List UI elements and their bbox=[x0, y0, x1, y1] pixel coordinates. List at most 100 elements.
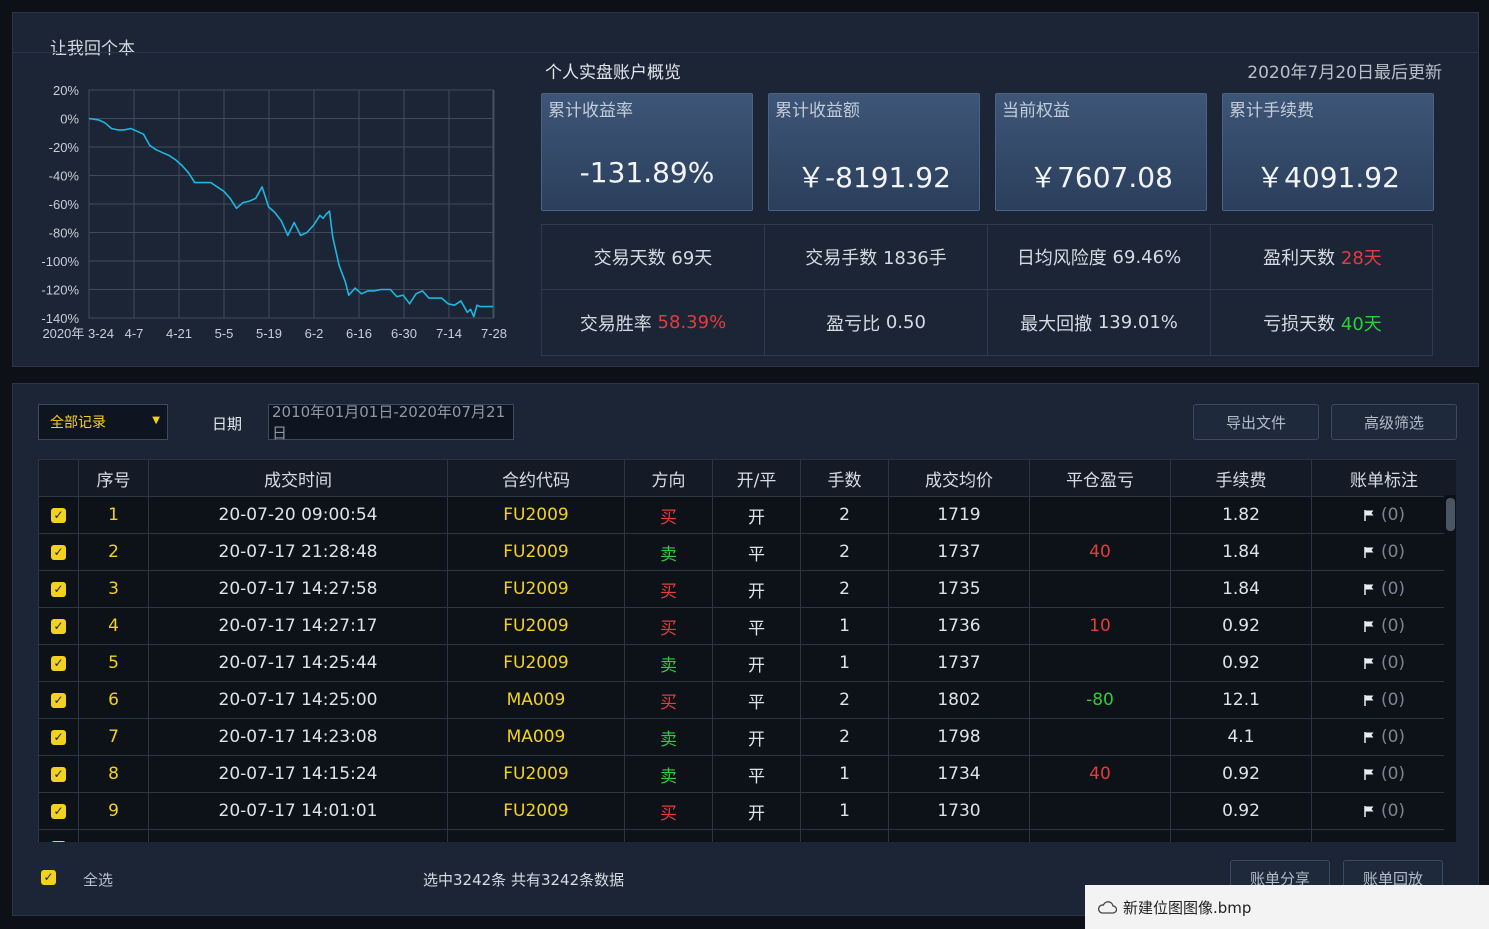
cell-note[interactable]: (0) bbox=[1311, 607, 1456, 645]
advanced-filter-button[interactable]: 高级筛选 bbox=[1331, 404, 1457, 440]
select-all-label: 全选 bbox=[83, 871, 114, 889]
header-pnl[interactable]: 平仓盈亏 bbox=[1029, 459, 1171, 497]
cell-oc: 开 bbox=[712, 718, 801, 756]
cell-lots: 1 bbox=[800, 644, 889, 682]
cell-empty bbox=[1311, 829, 1456, 842]
note-count: (0) bbox=[1380, 505, 1406, 525]
cell-price: 1730 bbox=[888, 792, 1030, 830]
card-current-equity: 当前权益 ￥7607.08 bbox=[995, 93, 1207, 211]
table-row[interactable]: ✓ 8 20-07-17 14:15:24 FU2009 卖平 1 1734 40 0.92 (0… bbox=[38, 755, 1456, 793]
row-checkbox[interactable]: ✓ bbox=[51, 544, 66, 560]
cell-empty bbox=[624, 829, 713, 842]
cell-fee: 0.92 bbox=[1170, 644, 1312, 682]
download-notification[interactable]: 新建位图图像.bmp bbox=[1085, 885, 1489, 929]
cell-note[interactable]: (0) bbox=[1311, 496, 1456, 534]
select-all-checkbox[interactable]: ✓ bbox=[41, 870, 56, 885]
cell-note[interactable]: (0) bbox=[1311, 681, 1456, 719]
table-row[interactable]: ✓ 4 20-07-17 14:27:17 FU2009 买平 1 1736 10 0.92 (0… bbox=[38, 607, 1456, 645]
note-count: (0) bbox=[1380, 542, 1406, 562]
cell-code: FU2009 bbox=[447, 607, 625, 645]
export-button[interactable]: 导出文件 bbox=[1193, 404, 1319, 440]
row-checkbox[interactable]: ✓ bbox=[51, 692, 66, 708]
table-row[interactable]: ✓ 1 20-07-20 09:00:54 FU2009 买开 2 1719 1.82 (0) bbox=[38, 496, 1456, 534]
cell-time: 20-07-17 14:25:00 bbox=[148, 681, 448, 719]
table-row[interactable]: ✓ 5 20-07-17 14:25:44 FU2009 卖开 1 1737 0.92 (0) bbox=[38, 644, 1456, 682]
chart-x-tick-label: 7-14 bbox=[436, 326, 462, 341]
cell-note[interactable]: (0) bbox=[1311, 570, 1456, 608]
flag-icon bbox=[1364, 621, 1374, 632]
header-price[interactable]: 成交均价 bbox=[888, 459, 1030, 497]
header-lots[interactable]: 手数 bbox=[800, 459, 889, 497]
row-checkbox[interactable]: ✓ bbox=[51, 729, 66, 745]
cell-fee: 1.84 bbox=[1170, 533, 1312, 571]
cell-code: FU2009 bbox=[447, 755, 625, 793]
row-checkbox[interactable]: ✓ bbox=[51, 840, 66, 842]
row-checkbox[interactable]: ✓ bbox=[51, 581, 66, 597]
date-range-input[interactable]: 2010年01月01日-2020年07月21日 bbox=[268, 403, 514, 442]
title-divider bbox=[13, 52, 1478, 53]
cell-note[interactable]: (0) bbox=[1311, 644, 1456, 682]
cell-code: FU2009 bbox=[447, 570, 625, 608]
record-filter-value: 全部记录 bbox=[50, 415, 106, 431]
table-row[interactable]: ✓ 6 20-07-17 14:25:00 MA009 买平 2 1802 -80 12.1 (0… bbox=[38, 681, 1456, 719]
cell-empty bbox=[800, 829, 889, 842]
cell-no: 8 bbox=[78, 755, 149, 793]
table-row[interactable]: ✓ 3 20-07-17 14:27:58 FU2009 买开 2 1735 1.84 (0) bbox=[38, 570, 1456, 608]
cell-fee: 12.1 bbox=[1170, 681, 1312, 719]
cell-price: 1737 bbox=[888, 533, 1030, 571]
cell-price: 1735 bbox=[888, 570, 1030, 608]
cell-oc: 开 bbox=[712, 644, 801, 682]
row-checkbox-cell: ✓ bbox=[38, 644, 79, 682]
card-cumulative-profit: 累计收益额 ￥-8191.92 bbox=[768, 93, 980, 211]
row-checkbox-cell: ✓ bbox=[38, 607, 79, 645]
chart-series-line bbox=[88, 117, 493, 318]
cell-note[interactable]: (0) bbox=[1311, 792, 1456, 830]
cell-note[interactable]: (0) bbox=[1311, 718, 1456, 756]
table-row[interactable]: ✓ 2 20-07-17 21:28:48 FU2009 卖平 2 1737 40 1.84 (0… bbox=[38, 533, 1456, 571]
cell-time: 20-07-17 14:27:17 bbox=[148, 607, 448, 645]
flag-icon bbox=[1364, 806, 1374, 817]
cell-pnl bbox=[1029, 496, 1171, 534]
cell-price: 1736 bbox=[888, 607, 1030, 645]
card-cumulative-return: 累计收益率 -131.89% bbox=[541, 93, 753, 211]
stat-daily-risk: 日均风险度 69.46% bbox=[988, 225, 1211, 290]
chart-x-tick-label: 4-7 bbox=[125, 326, 144, 341]
chart-y-tick-label: -140% bbox=[41, 311, 79, 326]
cell-lots: 2 bbox=[800, 681, 889, 719]
cell-note[interactable]: (0) bbox=[1311, 755, 1456, 793]
cell-lots: 1 bbox=[800, 755, 889, 793]
header-code[interactable]: 合约代码 bbox=[447, 459, 625, 497]
header-note[interactable]: 账单标注 bbox=[1311, 459, 1456, 497]
card-value: -131.89% bbox=[579, 156, 715, 189]
equity-chart: 20% 0% -20% -40% -60% -80% -100% -120% -140%2020… bbox=[41, 83, 507, 341]
cloud-image-icon bbox=[1098, 901, 1117, 914]
row-checkbox[interactable]: ✓ bbox=[51, 507, 66, 523]
chart-y-tick-label: -100% bbox=[41, 254, 79, 269]
scrollbar-thumb[interactable] bbox=[1446, 498, 1455, 531]
cell-empty bbox=[712, 829, 801, 842]
header-fee[interactable]: 手续费 bbox=[1170, 459, 1312, 497]
table-scrollbar[interactable] bbox=[1444, 495, 1456, 842]
row-checkbox[interactable]: ✓ bbox=[51, 618, 66, 634]
header-time[interactable]: 成交时间 bbox=[148, 459, 448, 497]
record-filter-select[interactable]: 全部记录 ▼ bbox=[38, 404, 168, 440]
cell-empty bbox=[148, 829, 448, 842]
table-body: ✓ 1 20-07-20 09:00:54 FU2009 买开 2 1719 1.82 (0) ✓… bbox=[38, 496, 1456, 842]
cell-no: 1 bbox=[78, 496, 149, 534]
stat-value: 28天 bbox=[1340, 248, 1382, 269]
cell-oc: 平 bbox=[712, 755, 801, 793]
table-row[interactable]: ✓ 9 20-07-17 14:01:01 FU2009 买开 1 1730 0.92 (0) bbox=[38, 792, 1456, 830]
stat-value: 0.50 bbox=[885, 312, 926, 333]
row-checkbox[interactable]: ✓ bbox=[51, 766, 66, 782]
flag-icon bbox=[1364, 732, 1374, 743]
header-no[interactable]: 序号 bbox=[78, 459, 149, 497]
table-row[interactable]: ✓ 7 20-07-17 14:23:08 MA009 卖开 2 1798 4.1 (0) bbox=[38, 718, 1456, 756]
header-open-close[interactable]: 开/平 bbox=[712, 459, 801, 497]
row-checkbox[interactable]: ✓ bbox=[51, 655, 66, 671]
header-direction[interactable]: 方向 bbox=[624, 459, 713, 497]
row-checkbox-cell: ✓ bbox=[38, 570, 79, 608]
row-checkbox[interactable]: ✓ bbox=[51, 803, 66, 819]
flag-icon bbox=[1364, 695, 1374, 706]
chart-x-tick-label: 4-21 bbox=[166, 326, 192, 341]
cell-note[interactable]: (0) bbox=[1311, 533, 1456, 571]
